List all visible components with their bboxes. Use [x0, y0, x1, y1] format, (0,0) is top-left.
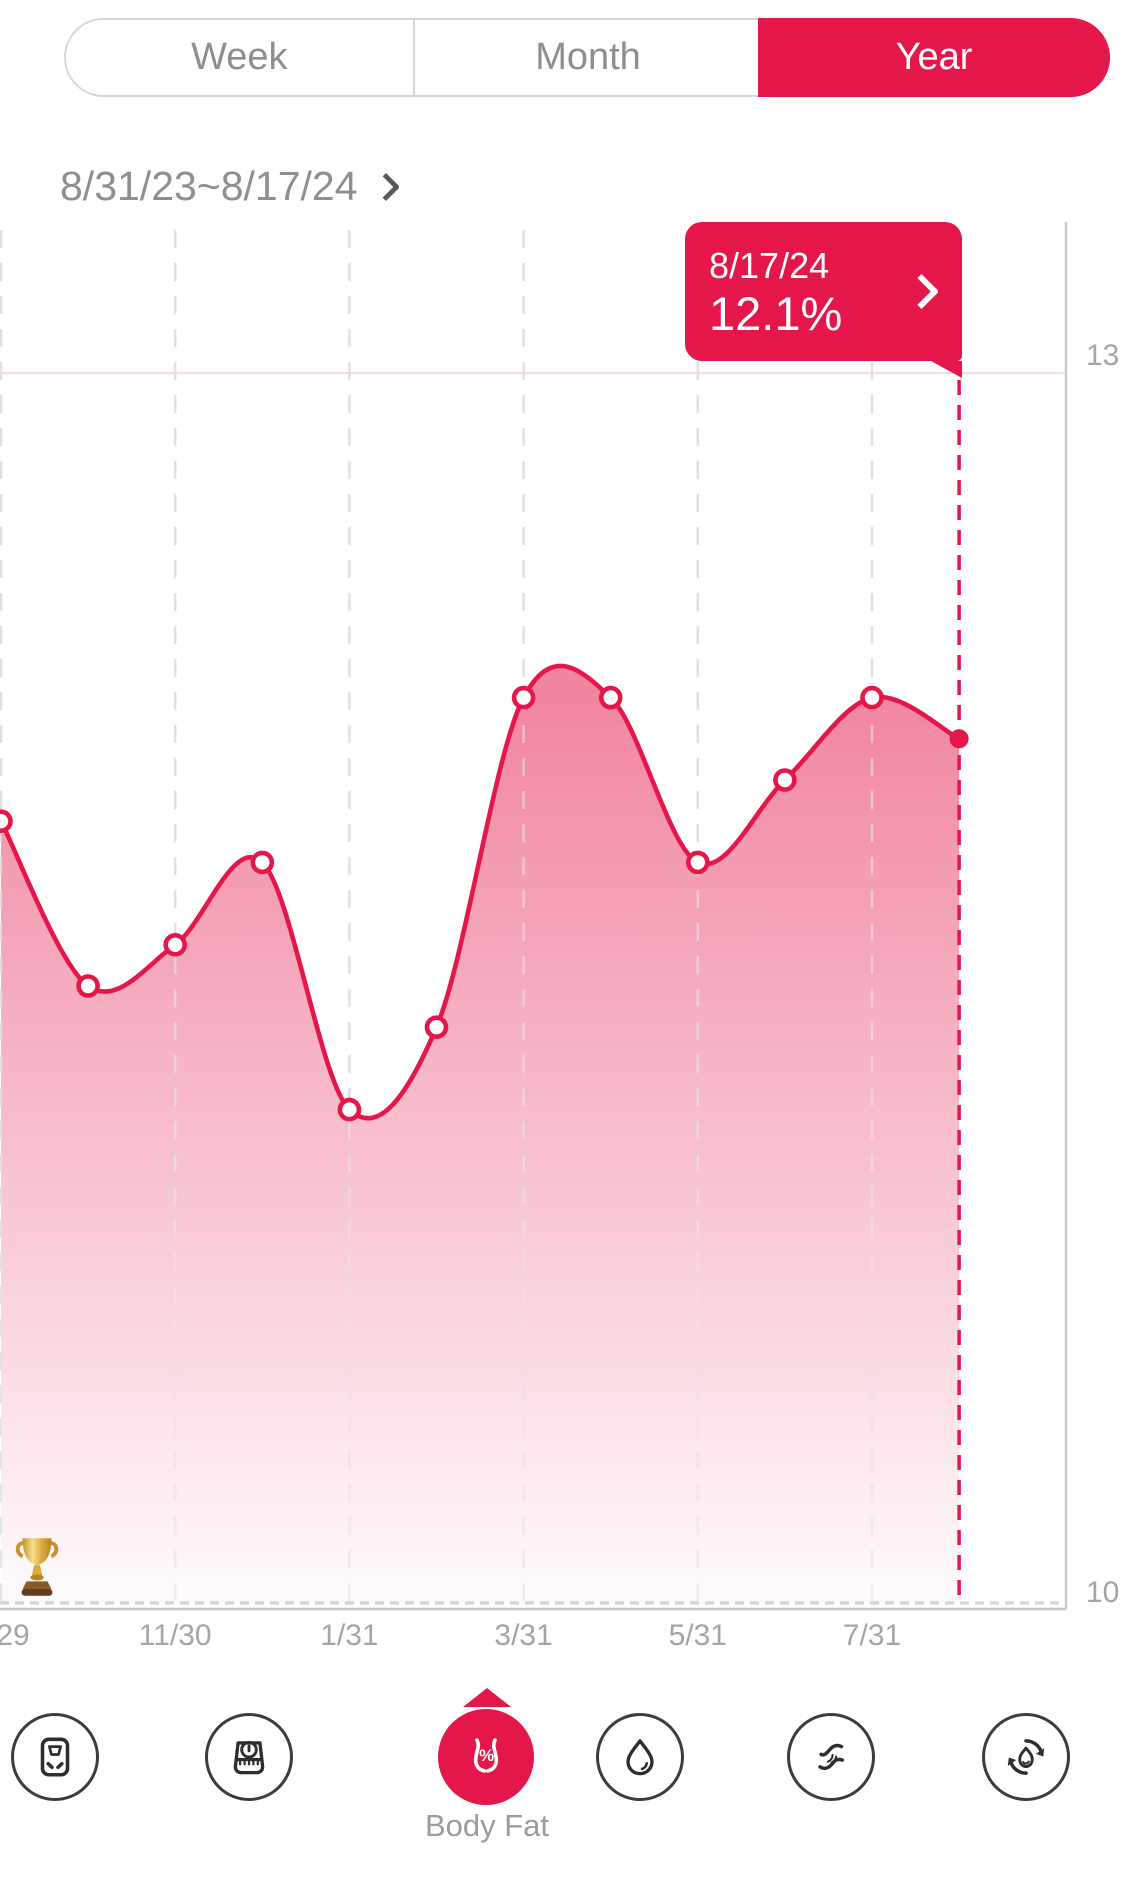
chart-tooltip[interactable]: 8/17/24 12.1% — [685, 222, 962, 378]
metabolism-icon — [1007, 1739, 1045, 1775]
date-range-row[interactable]: 8/31/23~8/17/24 — [60, 162, 400, 209]
data-point[interactable] — [685, 850, 710, 875]
nav-metabolism[interactable] — [982, 1713, 1070, 1801]
nav-body-fat[interactable]: % — [438, 1709, 534, 1805]
body-fat-icon: % — [473, 1738, 499, 1773]
muscle-icon — [818, 1743, 845, 1771]
data-point[interactable] — [337, 1097, 362, 1122]
weight-scale-icon — [40, 1737, 70, 1777]
nav-muscle[interactable] — [787, 1713, 875, 1801]
tooltip-value: 12.1% — [709, 286, 843, 340]
trophy-icon — [14, 1534, 60, 1605]
measure-scale-icon — [233, 1740, 265, 1775]
time-range-tabs: Week Month Year — [64, 18, 1110, 97]
x-tick-label: 29 — [0, 1619, 30, 1652]
water-drop-icon — [626, 1739, 654, 1776]
tab-week[interactable]: Week — [66, 20, 413, 95]
data-point[interactable] — [424, 1015, 449, 1039]
nav-water[interactable] — [596, 1713, 684, 1801]
data-point[interactable] — [511, 685, 536, 710]
data-point[interactable] — [76, 974, 100, 998]
x-tick-label: 3/31 — [494, 1619, 552, 1652]
tab-year[interactable]: Year — [758, 18, 1110, 97]
data-point[interactable] — [598, 685, 623, 710]
svg-text:%: % — [479, 1746, 494, 1765]
chevron-right-icon — [903, 273, 940, 310]
active-nav-label: Body Fat — [424, 1808, 550, 1843]
nav-weight[interactable] — [11, 1713, 99, 1801]
x-tick-label: 11/30 — [139, 1619, 212, 1652]
tab-month[interactable]: Month — [412, 20, 762, 95]
tab-year-label: Year — [895, 36, 973, 78]
y-tick-label: 13 — [1086, 339, 1119, 372]
x-tick-label: 5/31 — [669, 1619, 727, 1652]
data-point-current[interactable] — [949, 729, 969, 749]
nav-bmi[interactable] — [205, 1713, 293, 1801]
tooltip-date: 8/17/24 — [709, 244, 830, 286]
area-fill — [1, 665, 960, 1604]
active-tab-indicator-icon — [463, 1688, 511, 1707]
x-tick-label: 1/31 — [320, 1619, 378, 1652]
data-point[interactable] — [860, 685, 884, 710]
data-point[interactable] — [0, 809, 13, 833]
x-tick-label: 7/31 — [843, 1619, 901, 1652]
y-tick-label: 10 — [1086, 1576, 1119, 1609]
data-point[interactable] — [163, 932, 187, 957]
tab-month-label: Month — [535, 36, 641, 78]
tab-week-label: Week — [191, 36, 288, 78]
date-range-label: 8/31/23~8/17/24 — [60, 162, 358, 209]
data-point[interactable] — [250, 850, 275, 875]
data-point[interactable] — [773, 768, 797, 792]
